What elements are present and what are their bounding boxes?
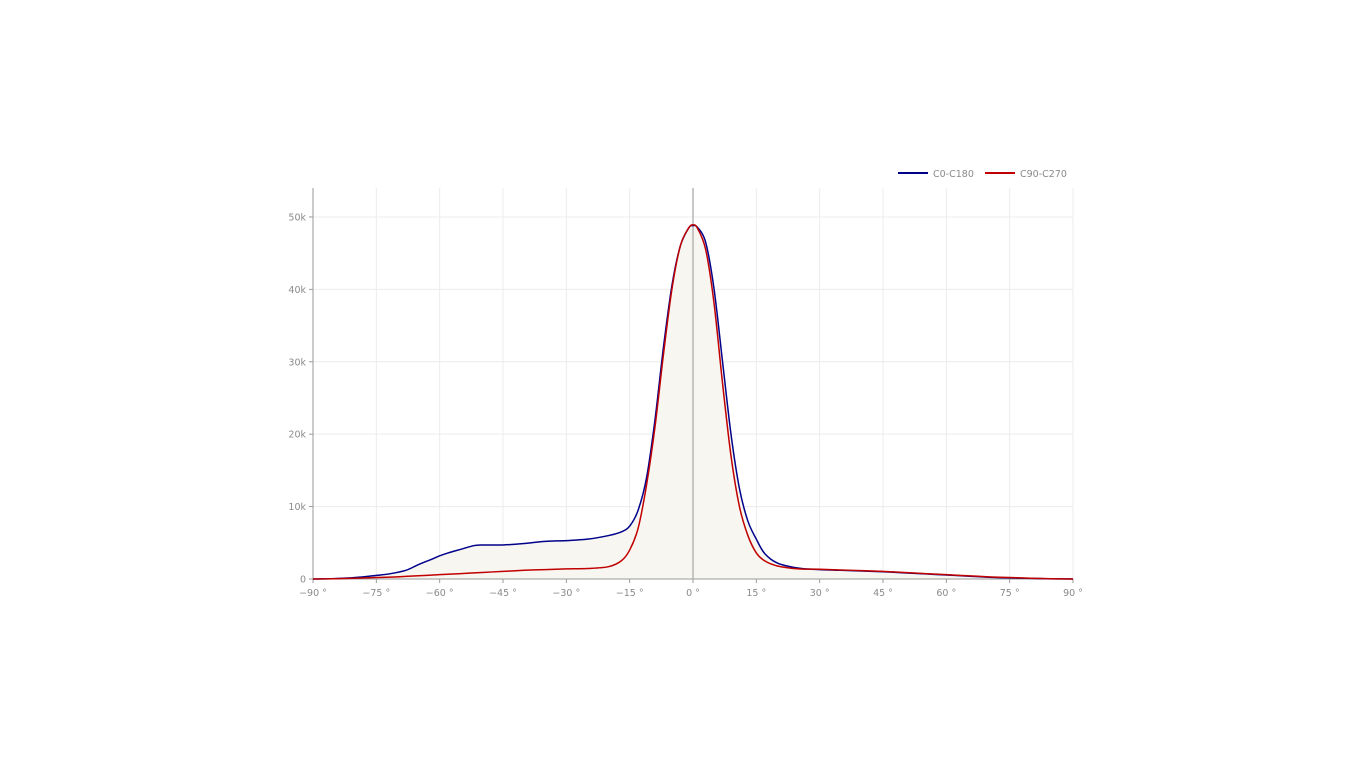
- x-tick-label: 15 °: [746, 588, 766, 599]
- x-tick-label: −45 °: [489, 588, 517, 599]
- x-tick-label: 75 °: [1000, 588, 1020, 599]
- legend-item-2[interactable]: C90-C270: [985, 169, 1067, 180]
- y-tick-label: 40k: [288, 285, 306, 296]
- series-layer: [312, 224, 1074, 580]
- x-tick-label: 0 °: [686, 588, 700, 599]
- series-line-2: [312, 224, 1074, 580]
- y-tick-label: 20k: [288, 430, 306, 441]
- y-tick-label: 30k: [288, 357, 306, 368]
- legend: C0-C180 C90-C270: [898, 169, 1067, 180]
- y-tick-label: 0: [300, 575, 306, 586]
- x-tick-label: −15 °: [616, 588, 644, 599]
- axes: [309, 188, 1074, 583]
- x-tick-label: −60 °: [426, 588, 454, 599]
- x-tick-label: 60 °: [936, 588, 956, 599]
- x-tick-label: 90 °: [1063, 588, 1083, 599]
- legend-item-1[interactable]: C0-C180: [898, 169, 974, 180]
- x-tick-label: −30 °: [552, 588, 580, 599]
- x-tick-label: 30 °: [810, 588, 830, 599]
- legend-label: C90-C270: [1020, 169, 1067, 180]
- tick-labels: −90 ° −75 ° −60 ° −45 ° −30 ° −15 ° 0 ° 15 ° 30 …: [288, 212, 1083, 599]
- legend-label: C0-C180: [933, 169, 974, 180]
- x-tick-label: 45 °: [873, 588, 893, 599]
- x-tick-label: −90 °: [299, 588, 327, 599]
- x-tick-label: −75 °: [362, 588, 390, 599]
- y-tick-label: 50k: [288, 212, 306, 223]
- y-tick-label: 10k: [288, 502, 306, 513]
